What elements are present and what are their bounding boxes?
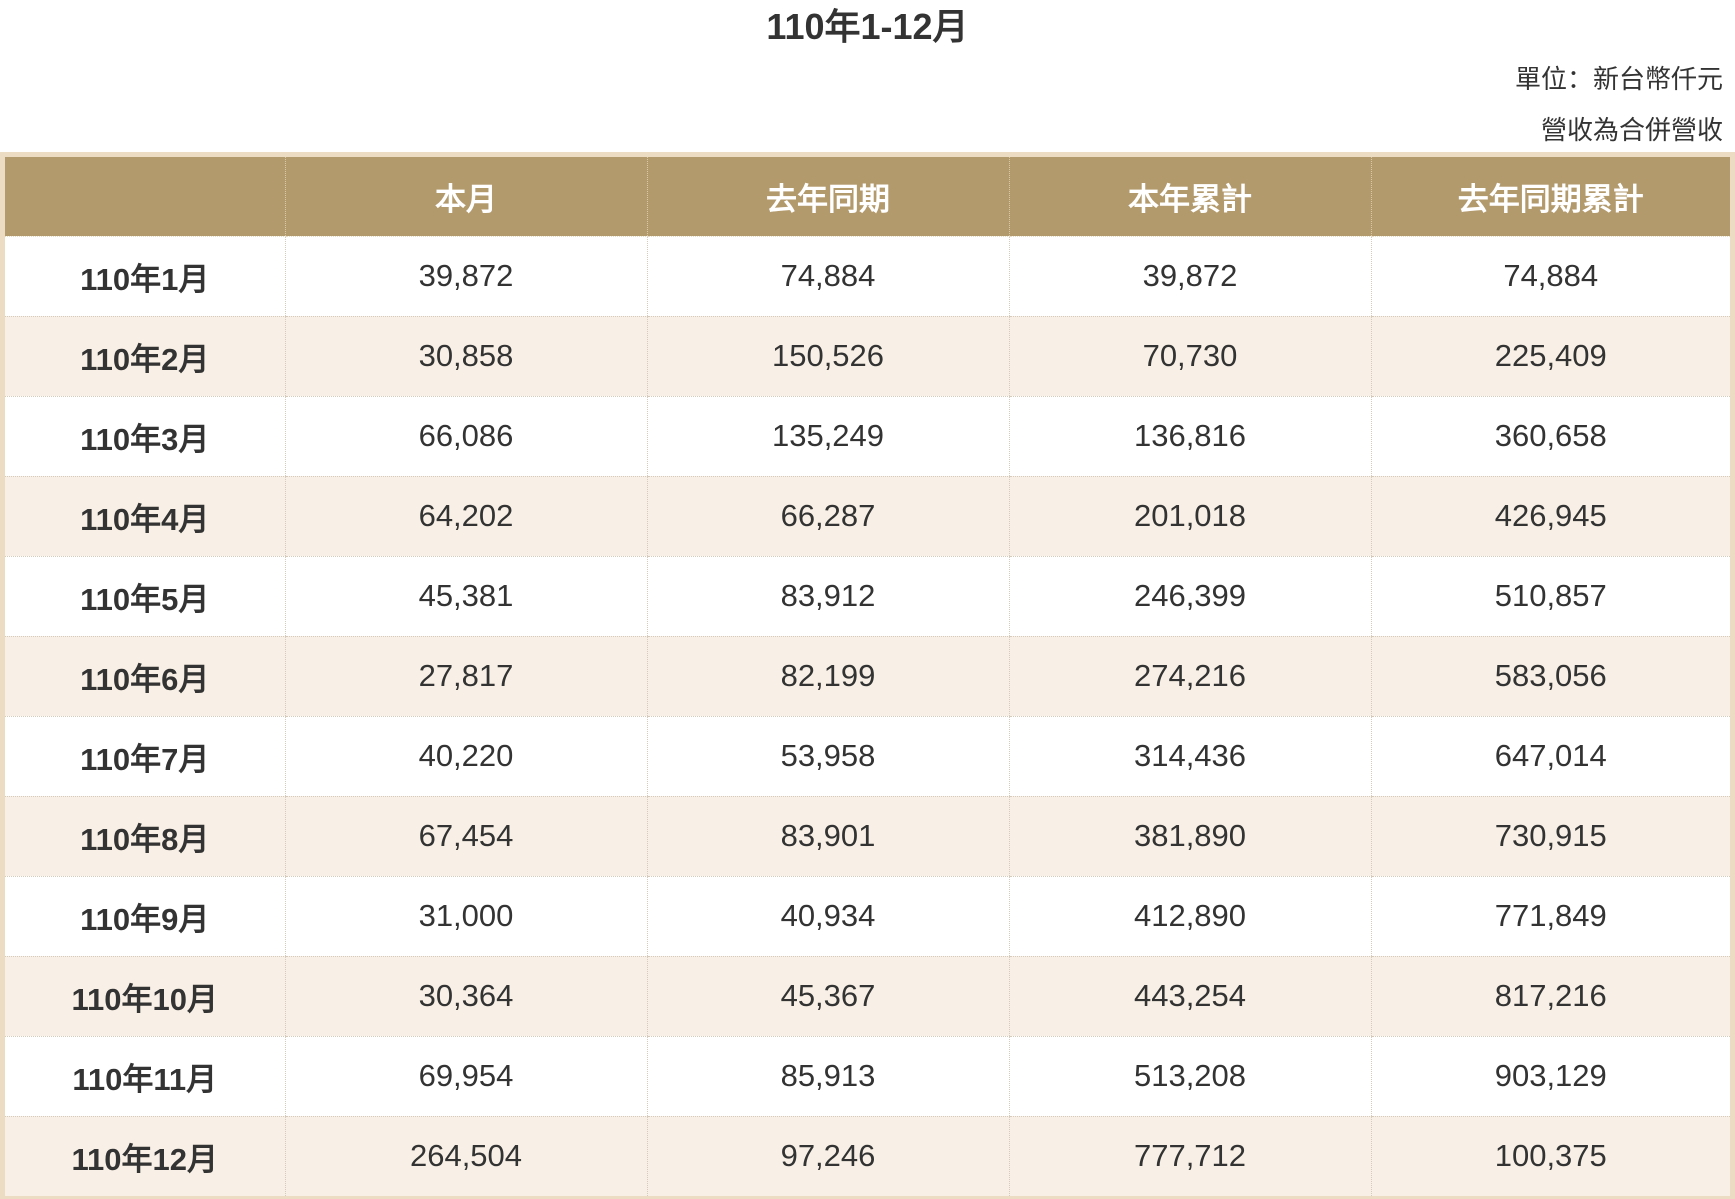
consolidated-revenue-note: 營收為合併營收 bbox=[1540, 115, 1723, 145]
current-cell: 31,000 bbox=[284, 876, 647, 957]
table-row: 110年2月 30,858 150,526 70,730 225,409 bbox=[5, 316, 1730, 397]
current-cell: 66,086 bbox=[284, 396, 647, 477]
month-cell: 110年9月 bbox=[5, 876, 285, 957]
table-row: 110年4月 64,202 66,287 201,018 426,945 bbox=[5, 476, 1730, 557]
table-row: 110年3月 66,086 135,249 136,816 360,658 bbox=[5, 396, 1730, 477]
last-year-cell: 82,199 bbox=[646, 636, 1009, 717]
table-row: 110年1月 39,872 74,884 39,872 74,884 bbox=[5, 236, 1730, 317]
unit-note: 單位：新台幣仟元 bbox=[1514, 64, 1723, 94]
month-cell: 110年7月 bbox=[5, 716, 285, 797]
last-year-ytd-cell: 903,129 bbox=[1370, 1036, 1730, 1117]
last-year-ytd-cell: 647,014 bbox=[1370, 716, 1730, 797]
month-cell: 110年1月 bbox=[5, 236, 285, 317]
month-cell: 110年11月 bbox=[5, 1036, 285, 1117]
header-last-year-same-period: 去年同期 bbox=[646, 157, 1009, 237]
last-year-cell: 97,246 bbox=[646, 1116, 1009, 1196]
table-header: 本月 去年同期 本年累計 去年同期累計 bbox=[5, 157, 1730, 237]
header-last-year-ytd: 去年同期累計 bbox=[1370, 157, 1730, 237]
current-cell: 27,817 bbox=[284, 636, 647, 717]
last-year-cell: 85,913 bbox=[646, 1036, 1009, 1117]
table-row: 110年6月 27,817 82,199 274,216 583,056 bbox=[5, 636, 1730, 717]
last-year-cell: 83,912 bbox=[646, 556, 1009, 637]
current-cell: 39,872 bbox=[284, 236, 647, 317]
last-year-cell: 40,934 bbox=[646, 876, 1009, 957]
current-cell: 40,220 bbox=[284, 716, 647, 797]
current-cell: 30,364 bbox=[284, 956, 647, 1037]
last-year-cell: 135,249 bbox=[646, 396, 1009, 477]
last-year-cell: 83,901 bbox=[646, 796, 1009, 877]
ytd-cell: 246,399 bbox=[1008, 556, 1371, 637]
ytd-cell: 412,890 bbox=[1008, 876, 1371, 957]
table-row: 110年11月 69,954 85,913 513,208 903,129 bbox=[5, 1036, 1730, 1117]
table-row: 110年7月 40,220 53,958 314,436 647,014 bbox=[5, 716, 1730, 797]
ytd-cell: 513,208 bbox=[1008, 1036, 1371, 1117]
current-cell: 264,504 bbox=[284, 1116, 647, 1196]
ytd-cell: 777,712 bbox=[1008, 1116, 1371, 1196]
table-row: 110年12月 264,504 97,246 777,712 100,375 bbox=[5, 1116, 1730, 1196]
header-row: 本月 去年同期 本年累計 去年同期累計 bbox=[5, 157, 1730, 237]
month-cell: 110年8月 bbox=[5, 796, 285, 877]
current-cell: 45,381 bbox=[284, 556, 647, 637]
month-cell: 110年12月 bbox=[5, 1116, 285, 1196]
last-year-cell: 66,287 bbox=[646, 476, 1009, 557]
header-month bbox=[5, 157, 285, 237]
last-year-ytd-cell: 360,658 bbox=[1370, 396, 1730, 477]
page-title: 110年1-12月 bbox=[766, 6, 969, 47]
revenue-table: 本月 去年同期 本年累計 去年同期累計 110年1月 39,872 74,884… bbox=[5, 157, 1730, 1196]
last-year-ytd-cell: 100,375 bbox=[1370, 1116, 1730, 1196]
ytd-cell: 201,018 bbox=[1008, 476, 1371, 557]
table-row: 110年5月 45,381 83,912 246,399 510,857 bbox=[5, 556, 1730, 637]
month-cell: 110年3月 bbox=[5, 396, 285, 477]
ytd-cell: 381,890 bbox=[1008, 796, 1371, 877]
last-year-ytd-cell: 74,884 bbox=[1370, 236, 1730, 317]
ytd-cell: 39,872 bbox=[1008, 236, 1371, 317]
current-cell: 64,202 bbox=[284, 476, 647, 557]
last-year-cell: 150,526 bbox=[646, 316, 1009, 397]
month-cell: 110年4月 bbox=[5, 476, 285, 557]
last-year-cell: 74,884 bbox=[646, 236, 1009, 317]
table-body: 110年1月 39,872 74,884 39,872 74,884 110年2… bbox=[5, 236, 1730, 1196]
ytd-cell: 274,216 bbox=[1008, 636, 1371, 717]
revenue-table-frame: 本月 去年同期 本年累計 去年同期累計 110年1月 39,872 74,884… bbox=[0, 152, 1735, 1199]
last-year-ytd-cell: 730,915 bbox=[1370, 796, 1730, 877]
month-cell: 110年6月 bbox=[5, 636, 285, 717]
table-row: 110年10月 30,364 45,367 443,254 817,216 bbox=[5, 956, 1730, 1037]
ytd-cell: 314,436 bbox=[1008, 716, 1371, 797]
current-cell: 69,954 bbox=[284, 1036, 647, 1117]
header-ytd: 本年累計 bbox=[1008, 157, 1371, 237]
last-year-ytd-cell: 510,857 bbox=[1370, 556, 1730, 637]
last-year-cell: 45,367 bbox=[646, 956, 1009, 1037]
last-year-ytd-cell: 583,056 bbox=[1370, 636, 1730, 717]
last-year-ytd-cell: 225,409 bbox=[1370, 316, 1730, 397]
last-year-ytd-cell: 771,849 bbox=[1370, 876, 1730, 957]
table-row: 110年8月 67,454 83,901 381,890 730,915 bbox=[5, 796, 1730, 877]
ytd-cell: 70,730 bbox=[1008, 316, 1371, 397]
month-cell: 110年5月 bbox=[5, 556, 285, 637]
current-cell: 67,454 bbox=[284, 796, 647, 877]
table-row: 110年9月 31,000 40,934 412,890 771,849 bbox=[5, 876, 1730, 957]
last-year-cell: 53,958 bbox=[646, 716, 1009, 797]
ytd-cell: 136,816 bbox=[1008, 396, 1371, 477]
ytd-cell: 443,254 bbox=[1008, 956, 1371, 1037]
month-cell: 110年10月 bbox=[5, 956, 285, 1037]
current-cell: 30,858 bbox=[284, 316, 647, 397]
month-cell: 110年2月 bbox=[5, 316, 285, 397]
header-current-month: 本月 bbox=[284, 157, 647, 237]
last-year-ytd-cell: 817,216 bbox=[1370, 956, 1730, 1037]
last-year-ytd-cell: 426,945 bbox=[1370, 476, 1730, 557]
